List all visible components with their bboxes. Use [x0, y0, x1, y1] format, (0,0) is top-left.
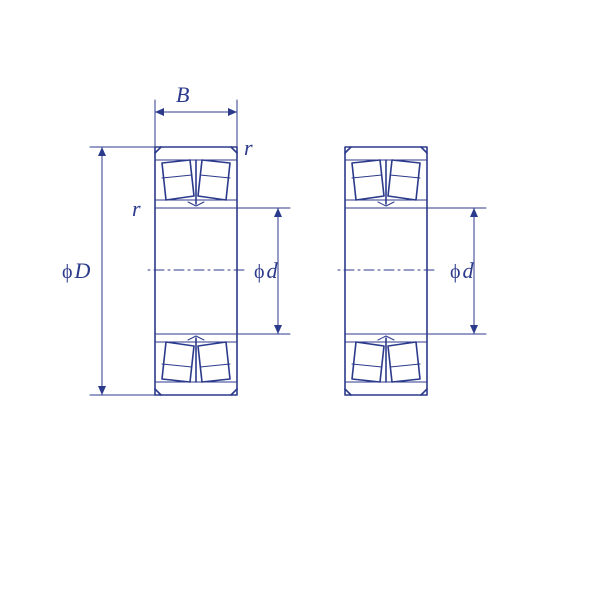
diagram-svg: [0, 0, 600, 600]
phi-glyph: ϕ: [62, 261, 73, 283]
label-phi-d-right: ϕd: [450, 260, 474, 282]
label-B: B: [176, 84, 189, 106]
label-r-top: r: [244, 137, 253, 159]
phi-glyph: ϕ: [254, 261, 265, 283]
phi-glyph: ϕ: [450, 261, 461, 283]
label-r-left: r: [132, 198, 141, 220]
bearing-diagram: B r r ϕD ϕd ϕd: [0, 0, 600, 600]
label-phi-D: ϕD: [62, 260, 90, 282]
label-phi-d-left: ϕd: [254, 260, 278, 282]
